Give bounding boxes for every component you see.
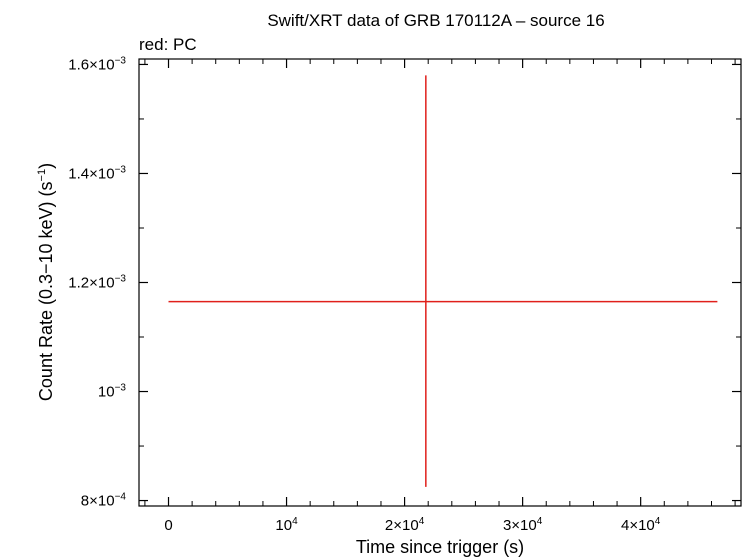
chart-title: Swift/XRT data of GRB 170112A – source 1… <box>267 11 604 30</box>
axis-ticks <box>139 59 741 506</box>
y-axis-label-main: Count Rate (0.3−10 keV) (s <box>36 181 56 401</box>
y-tick-label: 8×10−4 <box>81 492 127 510</box>
plot-frame <box>138 58 742 507</box>
x-tick-label: 4×104 <box>621 516 661 534</box>
y-axis-label-sup: −1 <box>36 169 48 182</box>
y-tick-label: 1.6×10−3 <box>68 55 126 73</box>
y-tick-label: 1.2×10−3 <box>68 274 126 292</box>
x-axis-label: Time since trigger (s) <box>356 537 524 557</box>
x-tick-labels: 0 104 2×104 3×104 4×104 <box>164 516 660 534</box>
data-marks <box>168 75 718 487</box>
y-axis-label: Count Rate (0.3−10 keV) (s−1) <box>36 163 56 401</box>
x-tick-label: 3×104 <box>503 516 543 534</box>
y-tick-label: 1.4×10−3 <box>68 164 126 182</box>
y-axis-label-end: ) <box>36 163 56 169</box>
x-tick-label: 2×104 <box>385 516 425 534</box>
chart-subtitle: red: PC <box>139 35 197 54</box>
x-tick-label: 0 <box>164 517 172 534</box>
x-tick-label: 104 <box>275 516 298 534</box>
y-tick-labels: 8×10−4 10−3 1.2×10−3 1.4×10−3 1.6×10−3 <box>68 55 126 509</box>
y-tick-label: 10−3 <box>98 383 127 401</box>
